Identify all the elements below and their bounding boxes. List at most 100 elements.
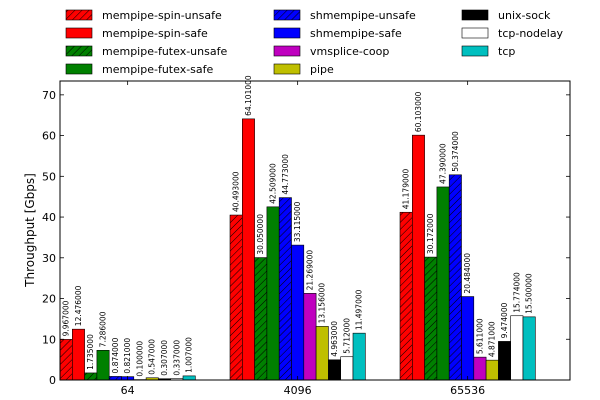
legend-swatch-shmempipe-safe	[273, 27, 301, 39]
y-axis-title: Throughput [Gbps]	[23, 173, 37, 288]
bar-tcp-64	[182, 375, 196, 381]
legend-label-mempipe-futex-unsafe: mempipe-futex-unsafe	[102, 45, 227, 58]
y-tick-label-20: 20	[42, 293, 56, 306]
data-label-mempipe-spin-safe-64: 12.476000	[74, 285, 83, 326]
bar-mempipe-spin-safe-4096	[242, 118, 255, 381]
data-label-vmsplice-coop-65536: 5.611000	[475, 318, 484, 354]
data-label-tcp-nodelay-65536: 15.774000	[512, 272, 521, 313]
bar-tcp-nodelay-4096	[340, 356, 354, 381]
legend-swatch-tcp	[461, 45, 489, 57]
bar-hatch-mempipe-spin-unsafe-4096	[230, 215, 243, 380]
bars	[59, 118, 536, 381]
y-tick-label-60: 60	[42, 130, 56, 143]
bar-tcp-4096	[352, 332, 366, 381]
legend-swatch-hatch-mempipe-futex-unsafe	[66, 46, 92, 56]
bar-hatch-mempipe-spin-unsafe-65536	[400, 212, 413, 380]
bar-mempipe-futex-safe-4096	[266, 206, 280, 381]
plot-area-frame	[59, 80, 571, 381]
data-label-shmempipe-unsafe-65536: 50.374000	[451, 131, 460, 172]
bar-hatch-mempipe-spin-unsafe-64	[60, 339, 73, 380]
data-label-mempipe-futex-unsafe-65536: 30.172000	[426, 213, 435, 254]
legend-label-pipe: pipe	[310, 63, 334, 76]
bar-mempipe-futex-safe-64	[96, 350, 110, 381]
data-label-mempipe-futex-unsafe-4096: 30.050000	[256, 214, 265, 255]
data-label-mempipe-spin-safe-4096: 64.101000	[244, 75, 253, 116]
data-label-mempipe-futex-safe-64: 7.286000	[99, 311, 108, 347]
x-axis: 64 4096 65536	[121, 81, 485, 397]
data-label-mempipe-spin-unsafe-65536: 41.179000	[402, 168, 411, 209]
y-axis: 0 10 20 30 40 50 60 70	[42, 89, 570, 387]
legend-label-tcp: tcp	[498, 45, 515, 58]
data-label-pipe-64: 0.547000	[148, 339, 157, 375]
legend-label-tcp-nodelay: tcp-nodelay	[498, 27, 564, 40]
legend-label-unix-sock: unix-sock	[498, 9, 551, 22]
data-label-pipe-65536: 4.871000	[488, 321, 497, 357]
data-label-tcp-4096: 11.497000	[355, 289, 364, 330]
bar-hatch-mempipe-futex-unsafe-4096	[254, 257, 267, 380]
legend-swatch-mempipe-spin-safe	[65, 27, 93, 39]
legend-swatch-hatch-mempipe-spin-unsafe	[66, 10, 92, 20]
legend-swatch-vmsplice-coop	[273, 45, 301, 57]
bar-mempipe-futex-safe-65536	[436, 186, 450, 381]
legend-label-mempipe-spin-safe: mempipe-spin-safe	[102, 27, 208, 40]
data-label-shmempipe-safe-4096: 33.115000	[293, 201, 302, 242]
bar-unix-sock-4096	[328, 359, 341, 381]
data-label-tcp-nodelay-64: 0.337000	[172, 340, 181, 376]
bar-vmsplice-coop-4096	[303, 293, 317, 381]
legend-label-mempipe-futex-safe: mempipe-futex-safe	[102, 63, 214, 76]
bar-tcp-nodelay-65536	[510, 315, 524, 381]
legend-label-shmempipe-unsafe: shmempipe-unsafe	[310, 9, 416, 22]
data-labels: 9.967000 40.493000 41.179000 12.476000 64.10…	[62, 75, 534, 376]
y-tick-label-40: 40	[42, 211, 56, 224]
data-label-shmempipe-unsafe-64: 0.874000	[111, 337, 120, 373]
data-label-shmempipe-safe-64: 0.821000	[123, 338, 132, 374]
bar-pipe-4096	[315, 326, 329, 381]
y-tick-label-0: 0	[49, 374, 56, 387]
data-label-mempipe-spin-safe-65536: 60.103000	[414, 91, 423, 132]
legend-swatch-hatch-shmempipe-unsafe	[274, 10, 300, 20]
y-tick-label-10: 10	[42, 333, 56, 346]
legend-swatch-unix-sock	[461, 9, 489, 21]
data-label-tcp-64: 1.007000	[185, 337, 194, 373]
data-label-mempipe-futex-safe-4096: 42.509000	[269, 163, 278, 204]
bar-mempipe-spin-safe-65536	[411, 134, 425, 381]
legend-swatch-mempipe-futex-safe	[65, 63, 93, 75]
bar-mempipe-spin-safe-64	[72, 328, 85, 381]
data-label-mempipe-spin-unsafe-4096: 40.493000	[232, 171, 241, 212]
bar-hatch-shmempipe-unsafe-4096	[279, 197, 292, 380]
data-label-unix-sock-64: 0.307000	[160, 340, 169, 376]
y-tick-label-30: 30	[42, 252, 56, 265]
x-tick-label-4096: 4096	[284, 384, 312, 397]
bar-hatch-mempipe-futex-unsafe-65536	[424, 257, 437, 380]
data-label-vmsplice-coop-4096: 21.269000	[305, 250, 314, 291]
bar-hatch-shmempipe-unsafe-65536	[449, 174, 462, 380]
y-tick-label-50: 50	[42, 170, 56, 183]
data-label-vmsplice-coop-64: 0.100000	[135, 341, 144, 377]
x-tick-label-64: 64	[121, 384, 135, 397]
data-label-tcp-nodelay-4096: 5.712000	[342, 318, 351, 354]
data-label-mempipe-futex-safe-65536: 47.390000	[439, 143, 448, 184]
data-label-tcp-65536: 15.500000	[525, 273, 534, 314]
data-label-shmempipe-safe-65536: 20.484000	[463, 253, 472, 294]
legend-label-mempipe-spin-unsafe: mempipe-spin-unsafe	[102, 9, 222, 22]
bar-tcp-65536	[522, 316, 536, 381]
bar-vmsplice-coop-65536	[473, 356, 487, 381]
data-label-unix-sock-4096: 4.963000	[330, 321, 339, 357]
bar-shmempipe-safe-4096	[291, 244, 305, 381]
data-label-mempipe-spin-unsafe-64: 9.967000	[62, 300, 71, 336]
legend-label-vmsplice-coop: vmsplice-coop	[310, 45, 389, 58]
legend-swatch-pipe	[273, 63, 301, 75]
bar-hatch-shmempipe-unsafe-64	[109, 376, 122, 380]
legend-label-shmempipe-safe: shmempipe-safe	[310, 27, 402, 40]
data-label-mempipe-futex-unsafe-64: 1.735000	[86, 334, 95, 370]
legend: mempipe-spin-unsafe mempipe-spin-safe memp…	[65, 9, 564, 76]
bar-hatch-mempipe-futex-unsafe-64	[84, 372, 97, 380]
y-tick-label-70: 70	[42, 89, 56, 102]
bar-unix-sock-65536	[498, 341, 511, 381]
data-label-shmempipe-unsafe-4096: 44.773000	[281, 154, 290, 195]
data-label-pipe-4096: 13.156000	[318, 283, 327, 324]
bar-pipe-65536	[485, 359, 499, 381]
x-tick-label-65536: 65536	[450, 384, 485, 397]
legend-swatch-tcp-nodelay	[461, 27, 489, 39]
